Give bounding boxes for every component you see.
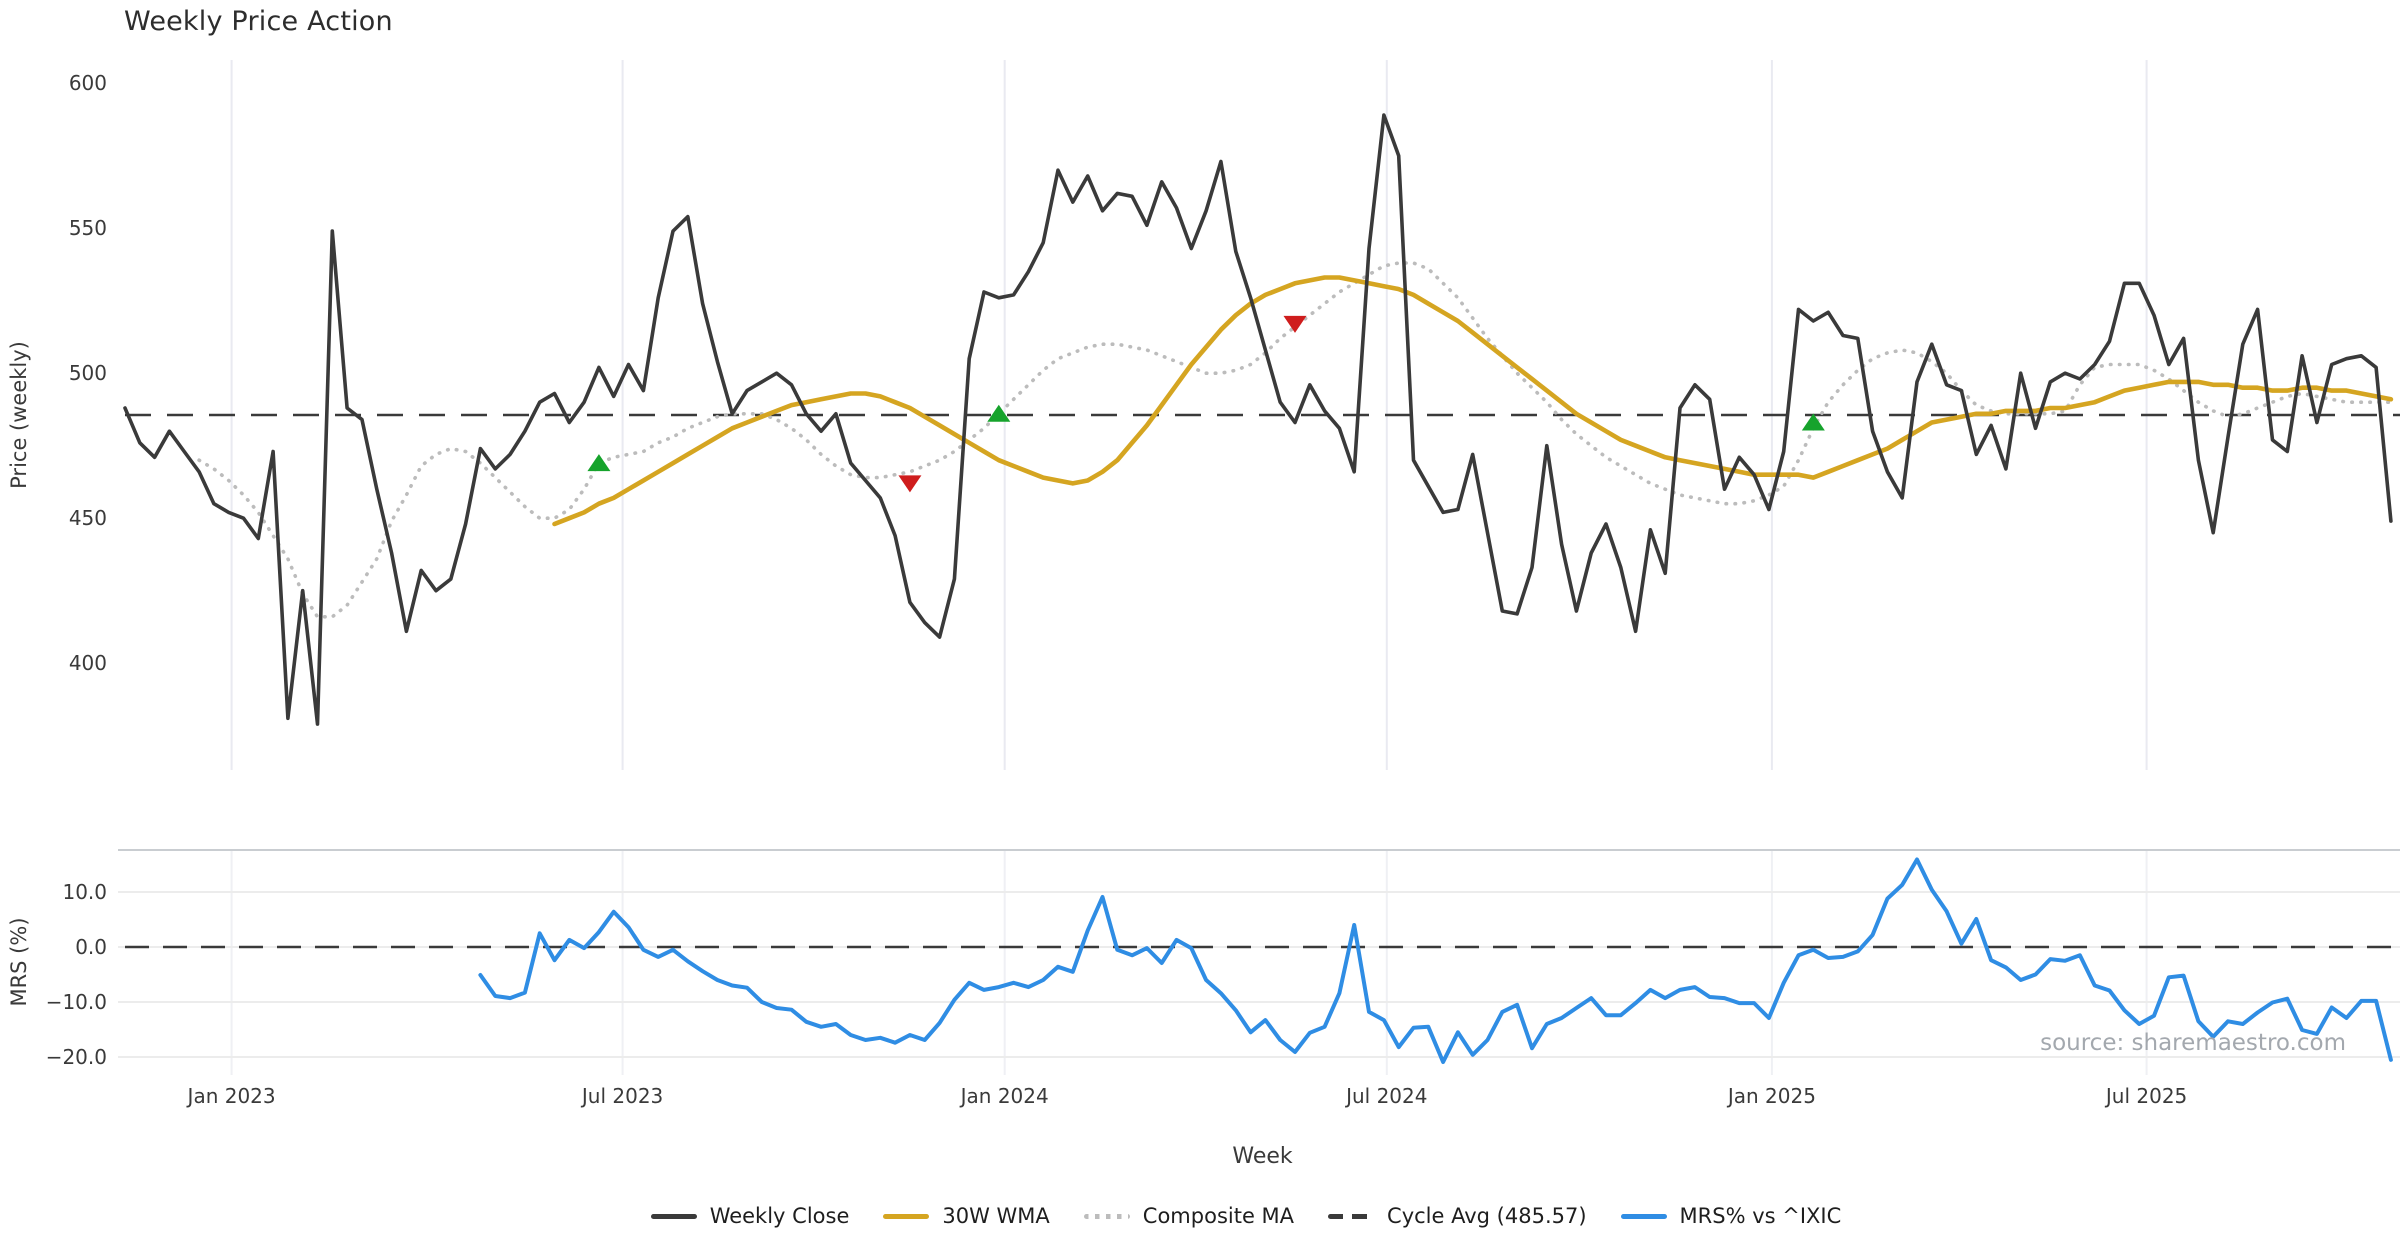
cycle-avg-line-swatch [1328,1213,1375,1219]
weekly-close-line-swatch [650,1213,697,1219]
svg-text:450: 450 [69,506,107,530]
legend-item-30w-wma: 30W WMA [883,1204,1050,1228]
mrs-line-swatch [1620,1213,1667,1219]
legend-item-weekly-close: Weekly Close [650,1204,850,1228]
svg-text:Price (weekly): Price (weekly) [7,341,31,489]
svg-text:−10.0: −10.0 [46,990,107,1014]
legend-item-cycle-avg: Cycle Avg (485.57) [1328,1204,1587,1228]
svg-text:Jul 2023: Jul 2023 [580,1084,663,1108]
svg-text:10.0: 10.0 [62,880,107,904]
page-title: Weekly Price Action [124,6,393,37]
svg-text:MRS (%): MRS (%) [7,917,31,1006]
svg-text:−20.0: −20.0 [46,1045,107,1069]
legend-label: MRS% vs ^IXIC [1679,1204,1842,1228]
svg-text:500: 500 [69,361,107,385]
svg-text:0.0: 0.0 [75,935,107,959]
svg-text:600: 600 [69,71,107,95]
wma-line-swatch [883,1213,930,1219]
legend-label: 30W WMA [942,1204,1050,1228]
svg-text:Jan 2025: Jan 2025 [1726,1084,1816,1108]
chart-legend: Weekly Close 30W WMA Composite MA Cycle … [46,1204,2400,1228]
composite-ma-line-swatch [1083,1213,1130,1219]
svg-text:Week: Week [1232,1144,1293,1169]
svg-text:Jan 2023: Jan 2023 [186,1084,276,1108]
legend-item-composite-ma: Composite MA [1083,1204,1295,1228]
source-attribution: source: sharemaestro.com [2040,1030,2346,1056]
legend-label: Weekly Close [709,1204,850,1228]
legend-label: Composite MA [1142,1204,1295,1228]
legend-item-mrs: MRS% vs ^IXIC [1620,1204,1842,1228]
svg-text:Jul 2024: Jul 2024 [1344,1084,1427,1108]
svg-text:Jan 2024: Jan 2024 [959,1084,1049,1108]
svg-text:400: 400 [69,651,107,675]
svg-text:550: 550 [69,216,107,240]
legend-label: Cycle Avg (485.57) [1387,1204,1587,1228]
svg-text:Jul 2025: Jul 2025 [2104,1084,2187,1108]
